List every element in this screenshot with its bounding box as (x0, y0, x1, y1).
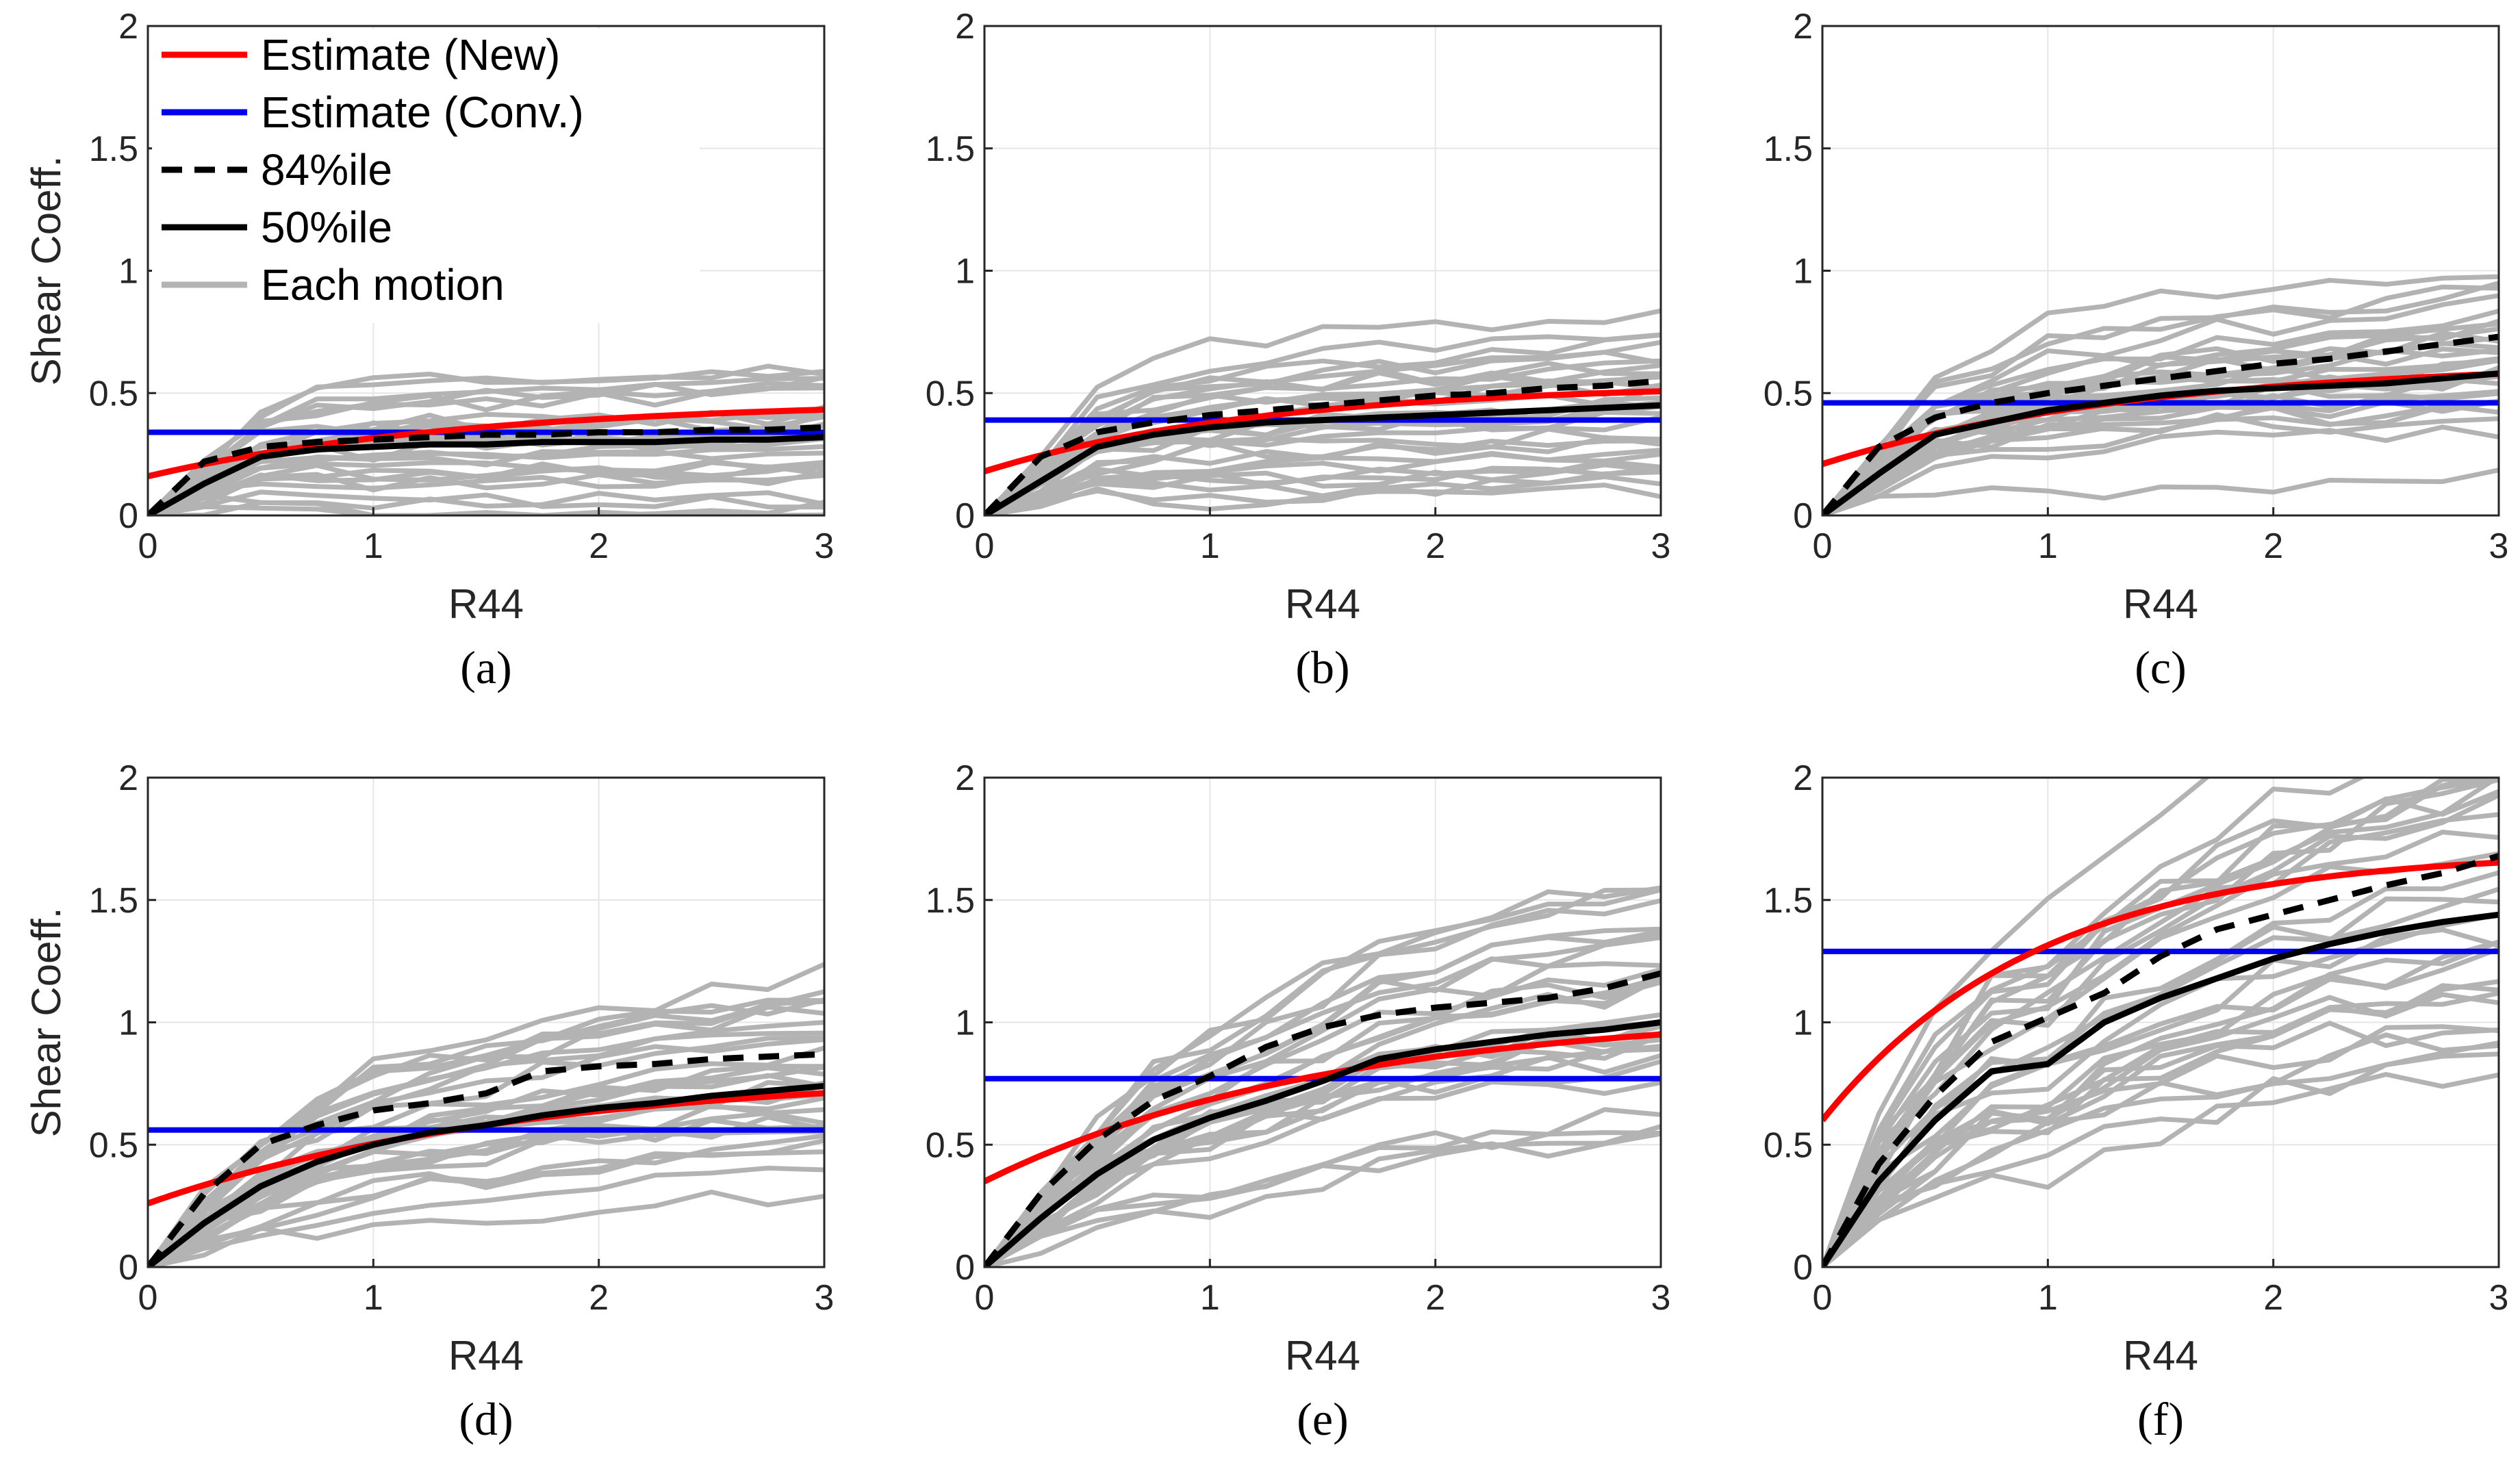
y-tick-label: 0 (955, 496, 975, 536)
x-tick-label: 0 (975, 526, 995, 566)
y-tick-label: 0.5 (89, 1125, 138, 1165)
x-axis-label: R44 (1285, 581, 1360, 627)
x-tick-label: 1 (2038, 1278, 2058, 1318)
x-tick-label: 3 (2489, 526, 2509, 566)
x-tick-label: 1 (1200, 526, 1220, 566)
x-tick-label: 3 (1651, 526, 1671, 566)
y-tick-label: 0.5 (926, 374, 975, 413)
y-axis-label: Shear Coeff. (23, 908, 69, 1138)
legend-label: Estimate (New) (261, 30, 560, 79)
y-tick-label: 2 (955, 7, 975, 47)
legend-label: 50%ile (261, 203, 392, 252)
panel-label: (e) (1297, 1393, 1348, 1445)
y-tick-label: 1 (955, 1004, 975, 1043)
panel-label: (d) (459, 1393, 513, 1445)
panel-label: (a) (460, 641, 511, 693)
x-axis-label: R44 (2123, 581, 2198, 627)
y-tick-label: 0 (118, 1248, 138, 1288)
x-tick-label: 2 (589, 526, 609, 566)
y-tick-label: 0 (955, 1248, 975, 1288)
y-tick-label: 2 (1793, 758, 1813, 798)
figure: 0 1 2 3 0 0.5 1 1.5 2 R44 (a) Shear Coeff. 0 1 2 3 0 0.5 1… (0, 0, 2520, 1469)
y-tick-label: 2 (118, 758, 138, 798)
y-tick-label: 0 (1793, 1248, 1813, 1288)
y-tick-label: 1.5 (89, 129, 138, 169)
legend-label: Each motion (261, 260, 505, 309)
y-tick-label: 1 (1793, 252, 1813, 292)
y-tick-label: 1 (955, 252, 975, 292)
y-axis-label: Shear Coeff. (23, 156, 69, 386)
y-tick-label: 1 (118, 252, 138, 292)
y-tick-label: 2 (118, 7, 138, 47)
x-tick-label: 2 (2263, 1278, 2283, 1318)
x-axis-label: R44 (1285, 1333, 1360, 1379)
y-tick-label: 2 (1793, 7, 1813, 47)
y-tick-label: 0.5 (89, 374, 138, 413)
x-tick-label: 1 (2038, 526, 2058, 566)
x-tick-label: 1 (364, 526, 383, 566)
y-tick-label: 0.5 (926, 1125, 975, 1165)
x-tick-label: 1 (364, 1278, 383, 1318)
y-tick-label: 1.5 (926, 129, 975, 169)
x-tick-label: 0 (138, 526, 158, 566)
x-tick-label: 3 (815, 1278, 835, 1318)
legend-label: Estimate (Conv.) (261, 88, 584, 137)
panel-label: (c) (2135, 641, 2186, 693)
panel-label: (b) (1295, 641, 1349, 693)
x-tick-label: 0 (138, 1278, 158, 1318)
panel-label: (f) (2137, 1393, 2184, 1445)
y-tick-label: 2 (955, 758, 975, 798)
y-tick-label: 1.5 (926, 881, 975, 921)
y-tick-label: 0.5 (1764, 374, 1813, 413)
x-tick-label: 2 (1425, 1278, 1445, 1318)
y-tick-label: 1.5 (1764, 881, 1813, 921)
x-axis-label: R44 (448, 581, 524, 627)
x-tick-label: 3 (2489, 1278, 2509, 1318)
x-tick-label: 0 (1813, 526, 1833, 566)
x-tick-label: 3 (815, 526, 835, 566)
x-axis-label: R44 (2123, 1333, 2198, 1379)
y-tick-label: 1 (1793, 1004, 1813, 1043)
legend-label: 84%ile (261, 145, 392, 194)
x-tick-label: 0 (975, 1278, 995, 1318)
x-tick-label: 3 (1651, 1278, 1671, 1318)
legend: Estimate (New) Estimate (Conv.) 84%ile 50%i… (152, 29, 700, 323)
y-tick-label: 0 (118, 496, 138, 536)
y-tick-label: 1.5 (89, 881, 138, 921)
y-tick-label: 1.5 (1764, 129, 1813, 169)
y-tick-label: 1 (118, 1004, 138, 1043)
x-tick-label: 0 (1813, 1278, 1833, 1318)
x-tick-label: 2 (1425, 526, 1445, 566)
y-tick-label: 0.5 (1764, 1125, 1813, 1165)
y-tick-label: 0 (1793, 496, 1813, 536)
x-tick-label: 2 (589, 1278, 609, 1318)
x-tick-label: 1 (1200, 1278, 1220, 1318)
x-axis-label: R44 (448, 1333, 524, 1379)
x-tick-label: 2 (2263, 526, 2283, 566)
